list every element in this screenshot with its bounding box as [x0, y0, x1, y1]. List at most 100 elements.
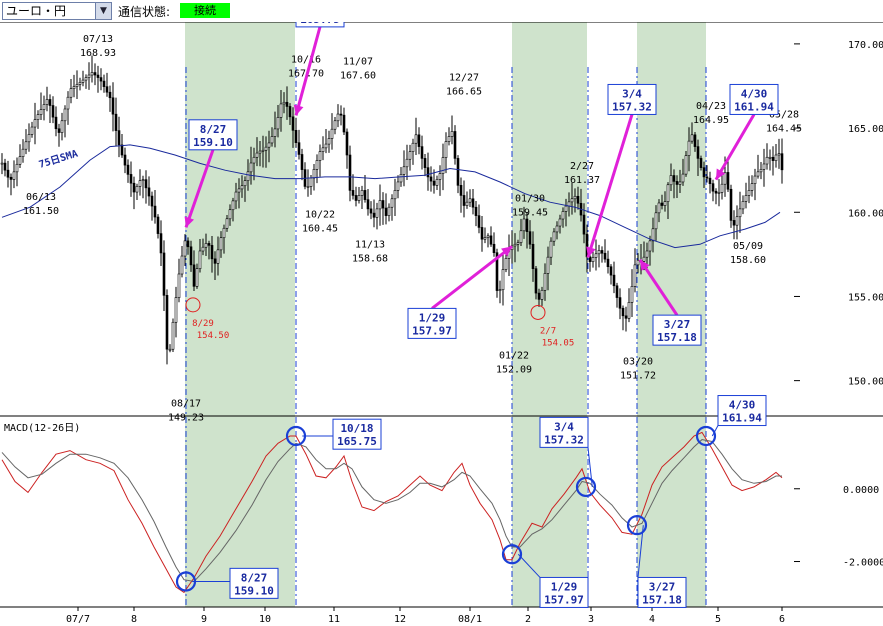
macd-y-tick-label: -2.0000 [843, 558, 883, 569]
candle-body [105, 86, 109, 93]
peak-value-label: 164.95 [693, 115, 729, 126]
arrow-head-icon [716, 168, 726, 180]
callout-box [229, 567, 279, 599]
callout-price: 161.94 [734, 100, 774, 113]
candle-body [663, 201, 667, 206]
candle-body [234, 191, 238, 202]
candle-body [759, 169, 763, 173]
candle-body [543, 273, 547, 291]
candle-body [297, 142, 301, 155]
y-tick-label: 150.00 [848, 377, 883, 388]
callout-date: 3/27 [649, 580, 676, 593]
candle-body [129, 174, 133, 184]
candle-body [375, 208, 379, 218]
candle-body [132, 182, 136, 193]
candle-body [669, 175, 673, 186]
x-tick-label: 10 [259, 614, 271, 625]
candle-body [678, 181, 682, 185]
candle-body [576, 195, 580, 204]
candle-body [246, 171, 250, 181]
callout-date: 1/29 [551, 580, 578, 593]
candle-body [501, 269, 505, 291]
candle-body [483, 237, 487, 240]
candle-body [516, 242, 520, 245]
callout-price: 157.32 [544, 433, 584, 446]
candle-body [42, 104, 46, 110]
candle-body [573, 195, 577, 200]
candle-body [306, 186, 310, 188]
candle-body [138, 180, 142, 187]
candle-body [144, 179, 148, 189]
candle-body [66, 96, 70, 110]
candle-body [39, 109, 43, 115]
candle-body [711, 183, 715, 192]
candle-body [714, 190, 718, 194]
candle-body [198, 250, 202, 269]
candle-body [606, 258, 610, 268]
candle-body [624, 315, 628, 319]
candle-body [492, 243, 496, 253]
callout-leader [637, 525, 644, 578]
candle-body [561, 211, 565, 220]
candle-body [294, 130, 298, 143]
candle-body [108, 91, 112, 99]
candle-body [480, 227, 484, 240]
candle-body [243, 180, 247, 187]
currency-pair-select[interactable]: ユーロ・円 ▼ [2, 2, 112, 20]
candle-body [324, 143, 328, 149]
candle-body [537, 292, 541, 300]
candle-body [78, 82, 82, 85]
callout-box [295, 22, 345, 28]
callout-box [188, 119, 238, 151]
candle-body [429, 176, 433, 182]
candle-body [162, 252, 166, 296]
candle-body [156, 216, 160, 234]
candle-body [249, 162, 253, 173]
candle-body [627, 302, 631, 319]
y-tick-label: 165.00 [848, 124, 883, 135]
callout-box [407, 307, 457, 339]
candle-body [135, 186, 139, 193]
candle-body [111, 97, 115, 115]
annotation-layer: 8/27159.1010/18165.751/29157.973/4157.32… [175, 22, 779, 608]
candle-body [270, 136, 274, 144]
candle-body [438, 173, 442, 180]
x-tick-label: 11 [328, 614, 340, 625]
macd-signal-circle [626, 515, 648, 536]
callout-price: 157.18 [657, 331, 697, 344]
candle-body [180, 255, 184, 275]
candle-body [336, 113, 340, 122]
trough-date-label: 01/22 [499, 350, 529, 361]
callout-box [539, 416, 589, 448]
candle-body [435, 179, 439, 186]
peak-date-label: 12/27 [449, 72, 479, 83]
candle-body [327, 138, 331, 145]
candle-body [27, 134, 31, 143]
callout-date: 3/4 [554, 420, 574, 433]
candle-body [555, 225, 559, 233]
candle-body [765, 156, 769, 165]
callout-price: 159.10 [193, 136, 233, 149]
chevron-down-icon[interactable]: ▼ [95, 3, 111, 19]
candle-body [648, 240, 652, 252]
candle-body [459, 185, 463, 196]
candle-body [186, 240, 190, 248]
candle-body [588, 256, 592, 262]
candle-body [354, 195, 358, 201]
arrow-head-icon [501, 246, 512, 257]
candle-body [360, 190, 364, 196]
candle-body [75, 84, 79, 87]
candle-body [696, 146, 700, 159]
candle-body [171, 321, 175, 350]
trough-date-label: 03/20 [623, 357, 653, 368]
callout-leader [517, 553, 541, 578]
low-date-label: 8/29 [192, 319, 214, 329]
candle-body [600, 250, 604, 254]
candle-body [348, 154, 352, 191]
trough-value-label: 158.68 [352, 253, 388, 264]
candle-body [591, 257, 595, 262]
candle-body [222, 227, 226, 239]
callout-date: 4/30 [741, 87, 768, 100]
trough-date-label: 05/09 [733, 241, 763, 252]
candle-body [57, 128, 61, 133]
